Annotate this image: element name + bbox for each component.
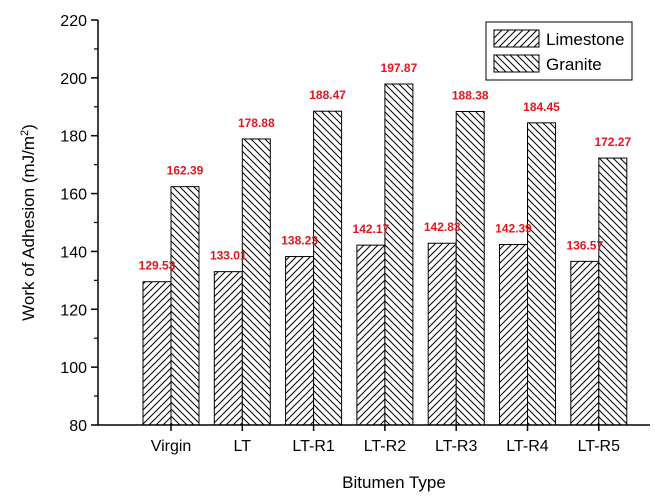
bar-limestone-lt-r3 [427, 242, 457, 426]
legend-label-granite: Granite [546, 55, 602, 74]
data-label-granite-lt-r3: 188.38 [452, 88, 489, 102]
bar-granite-lt-r3 [455, 110, 485, 426]
x-tick-label: LT-R5 [578, 438, 620, 455]
bar-limestone-lt-r4 [499, 244, 528, 426]
x-tick-label: LT [234, 438, 252, 455]
data-label-limestone-lt-r1: 138.23 [281, 234, 318, 248]
data-labels-group: 129.53 162.39 133.01 178.88 138.23 188.47 142.… [139, 61, 632, 273]
y-tick-label: 100 [60, 360, 87, 377]
y-axis-title-main: Work of Adhesion (mJ/m [19, 136, 38, 321]
y-tick-label: 140 [60, 244, 87, 261]
y-axis-title-end: ) [19, 124, 38, 130]
bar-limestone-lt [213, 271, 243, 426]
data-label-granite-lt-r1: 188.47 [309, 88, 346, 102]
x-tick-label: Virgin [151, 438, 192, 455]
data-label-limestone-virgin: 129.53 [139, 259, 176, 273]
legend: Limestone Granite [485, 21, 633, 81]
data-label-granite-lt-r2: 197.87 [381, 61, 418, 75]
legend-label-limestone: Limestone [546, 30, 624, 49]
x-axis-title: Bitumen Type [342, 473, 446, 492]
data-label-granite-virgin: 162.39 [167, 164, 204, 178]
bar-limestone-lt-r2 [356, 244, 386, 426]
bar-granite-lt [241, 138, 271, 426]
y-axis-ticks: 80 100 120 140 160 180 200 220 [60, 13, 98, 435]
x-tick-label: LT-R4 [506, 438, 548, 455]
data-label-limestone-lt-r3: 142.83 [424, 220, 461, 234]
y-tick-label: 80 [69, 418, 87, 435]
data-label-limestone-lt-r2: 142.17 [353, 222, 390, 236]
bar-granite-lt-r1 [313, 110, 343, 426]
bar-limestone-lt-r5 [570, 260, 600, 426]
bar-granite-lt-r4 [527, 122, 556, 426]
legend-swatch-limestone [493, 29, 540, 48]
data-label-limestone-lt-r5: 136.57 [566, 238, 603, 252]
bar-granite-virgin [170, 186, 200, 426]
bar-granite-lt-r5 [598, 157, 628, 426]
y-tick-label: 200 [60, 71, 87, 88]
y-tick-label: 180 [60, 129, 87, 146]
y-tick-label: 160 [60, 187, 87, 204]
y-axis-title-sup: 2 [19, 130, 31, 136]
y-axis-title: Work of Adhesion (mJ/m2) [19, 124, 38, 321]
x-tick-label: LT-R1 [292, 438, 334, 455]
y-tick-label: 120 [60, 302, 87, 319]
x-tick-label: LT-R3 [435, 438, 477, 455]
data-label-limestone-lt-r4: 142.39 [495, 222, 532, 236]
bars-group [142, 83, 628, 426]
data-label-granite-lt-r4: 184.45 [523, 100, 560, 114]
legend-swatch-granite [493, 54, 540, 73]
data-label-granite-lt: 178.88 [238, 116, 275, 130]
y-tick-label: 220 [60, 13, 87, 30]
x-tick-label: LT-R2 [364, 438, 406, 455]
bar-limestone-lt-r1 [285, 256, 315, 426]
data-label-granite-lt-r5: 172.27 [594, 135, 631, 149]
data-label-limestone-lt: 133.01 [210, 249, 247, 263]
bar-limestone-virgin [142, 281, 172, 426]
bar-granite-lt-r2 [384, 83, 414, 426]
x-axis-ticks: Virgin LT LT-R1 LT-R2 LT-R3 LT-R4 LT-R5 [151, 425, 620, 455]
